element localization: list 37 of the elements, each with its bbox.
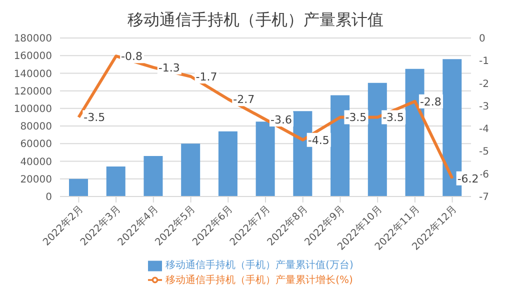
bar <box>181 144 200 196</box>
legend-label: 移动通信手持机（手机）产量累计增长(%) <box>166 274 353 286</box>
y-tick-label: 0 <box>46 192 52 204</box>
chart-title: 移动通信手持机（手机）产量累计值 <box>126 9 384 31</box>
bar <box>106 166 126 196</box>
bar <box>69 178 88 196</box>
legend-label: 移动通信手持机（手机）产量累计值(万台) <box>166 260 354 272</box>
y-tick-label: 180000 <box>14 34 52 45</box>
y2-tick-label: -6 <box>479 169 489 180</box>
data-label: -1.7 <box>196 70 218 84</box>
y-tick-label: 100000 <box>14 104 52 115</box>
data-label: -3.5 <box>345 111 367 124</box>
y-tick-label: 140000 <box>14 68 52 80</box>
y2-tick-label: -5 <box>479 146 489 158</box>
data-label: -4.5 <box>308 134 330 147</box>
y2-tick-label: -1 <box>479 56 489 68</box>
data-label: -3.5 <box>84 111 106 124</box>
y-tick-label: 40000 <box>20 156 52 168</box>
data-label: -1.3 <box>158 61 180 74</box>
y2-tick-label: -3 <box>479 101 489 112</box>
y-tick-label: 20000 <box>20 174 52 186</box>
y-tick-label: 160000 <box>14 51 52 62</box>
y-tick-label: 60000 <box>20 139 52 150</box>
data-label: -0.8 <box>121 50 143 64</box>
bar <box>218 131 238 196</box>
data-label: -3.6 <box>270 114 292 126</box>
y2-tick-label: -4 <box>479 124 489 136</box>
data-label: -2.8 <box>420 95 442 108</box>
data-label: -6.2 <box>457 172 479 186</box>
data-label: -3.5 <box>382 111 404 124</box>
y-tick-label: 120000 <box>14 86 52 98</box>
y2-tick-label: -7 <box>479 192 489 204</box>
bar <box>144 156 163 196</box>
y2-tick-label: 0 <box>479 34 486 45</box>
y-tick-label: 80000 <box>20 122 52 133</box>
y2-tick-label: -2 <box>479 78 489 90</box>
data-label: -2.7 <box>233 93 255 106</box>
